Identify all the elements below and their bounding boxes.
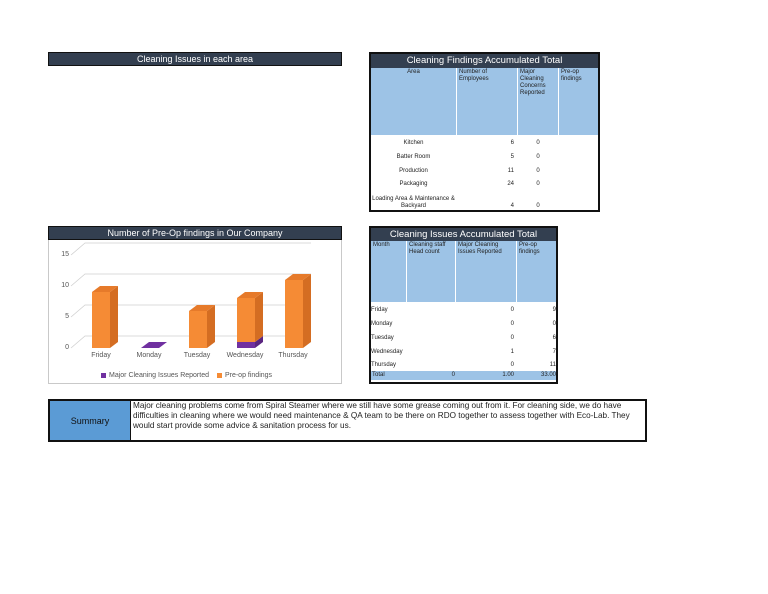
issues-table: Cleaning Issues Accumulated Total Month … [369, 226, 558, 384]
issues-total-row: Total 0 1.00 33.00 [371, 371, 556, 380]
chart-title: Number of Pre-Op findings in Our Company [48, 226, 342, 240]
findings-row-major: 0 [536, 154, 540, 160]
y-tick: 0 [65, 344, 69, 351]
x-label: Tuesday [183, 352, 211, 359]
issues-col-major: Major Cleaning Issues Reported [456, 241, 516, 302]
legend-label-preop: Pre-op findings [224, 372, 273, 379]
findings-row-employees: 11 [507, 168, 514, 174]
issues-total-staff: 0 [451, 372, 455, 378]
summary-label: Summary [50, 401, 131, 440]
issues-row-day: Monday [371, 321, 393, 327]
chart-plot-area [70, 242, 311, 349]
issues-row-major: 0 [510, 321, 514, 327]
findings-col-area: Area [371, 68, 456, 135]
findings-col-preop: Pre-op findings [559, 68, 598, 135]
y-tick: 10 [61, 282, 69, 289]
issues-row-day: Friday [371, 307, 388, 313]
findings-row-area: Loading Area & Maintenance & Backyard [372, 196, 455, 209]
issues-row-preop: 11 [549, 362, 556, 368]
findings-row-area: Production [399, 168, 428, 174]
summary-text: Major cleaning problems come from Spiral… [133, 401, 630, 430]
issues-row-major: 0 [510, 335, 514, 341]
findings-row-major: 0 [536, 181, 540, 187]
findings-row-employees: 24 [507, 181, 514, 187]
summary-box: Summary Major cleaning problems come fro… [48, 399, 647, 442]
bar-monday [141, 342, 167, 348]
findings-row-area: Packaging [399, 181, 428, 187]
findings-row-employees: 6 [510, 140, 514, 146]
x-label: Wednesday [226, 352, 264, 359]
issues-row-major: 0 [510, 307, 514, 313]
x-label: Monday [136, 352, 162, 359]
findings-row-major: 0 [536, 168, 540, 174]
findings-row-major: 0 [536, 140, 540, 146]
x-label: Friday [91, 352, 111, 359]
findings-col-employees: Number of Employees [457, 68, 517, 135]
issues-row-major: 0 [510, 362, 514, 368]
issues-row-major: 1 [510, 349, 514, 355]
issues-total-label: Total [372, 372, 385, 378]
legend-label-major: Major Cleaning Issues Reported [109, 372, 209, 379]
bar-thursday [285, 274, 311, 348]
bar-friday [92, 286, 118, 348]
issues-total-major: 1.00 [502, 372, 514, 378]
chart-legend: Major Cleaning Issues Reported Pre-op fi… [101, 372, 272, 379]
issues-col-staff: Cleaning staff Head count [407, 241, 455, 302]
findings-row-area: Kitchen [403, 140, 424, 146]
findings-col-major: Major Cleaning Concerns Reported [518, 68, 558, 135]
issues-row-preop: 6 [552, 335, 556, 341]
legend-swatch-preop [216, 372, 222, 378]
issues-row-preop: 9 [552, 307, 556, 313]
y-tick: 15 [61, 251, 69, 258]
findings-row-employees: 5 [510, 154, 514, 160]
issues-table-title: Cleaning Issues Accumulated Total [371, 228, 556, 241]
findings-row-area: Batter Room [396, 154, 431, 160]
issues-row-preop: 0 [552, 321, 556, 327]
findings-row-employees: 4 [510, 203, 514, 209]
y-tick: 5 [65, 313, 69, 320]
findings-table: Cleaning Findings Accumulated Total Area… [369, 52, 600, 212]
x-label: Thursday [278, 352, 308, 359]
findings-table-title: Cleaning Findings Accumulated Total [371, 54, 598, 68]
issues-row-day: Wednesday [371, 349, 403, 355]
issues-row-day: Tuesday [371, 335, 394, 341]
issues-col-preop: Pre-op findings [517, 241, 556, 302]
cleaning-issues-area-header: Cleaning Issues in each area [48, 52, 342, 66]
legend-swatch-major [101, 372, 106, 378]
preop-findings-chart: Number of Pre-Op findings in Our Company [48, 226, 342, 384]
issues-total-preop: 33.00 [540, 372, 556, 378]
issues-col-month: Month [371, 241, 406, 302]
bar-wednesday [237, 292, 263, 348]
issues-row-preop: 7 [552, 349, 556, 355]
issues-row-day: Thursday [371, 362, 397, 368]
bar-tuesday [189, 305, 215, 348]
findings-row-major: 0 [536, 203, 540, 209]
